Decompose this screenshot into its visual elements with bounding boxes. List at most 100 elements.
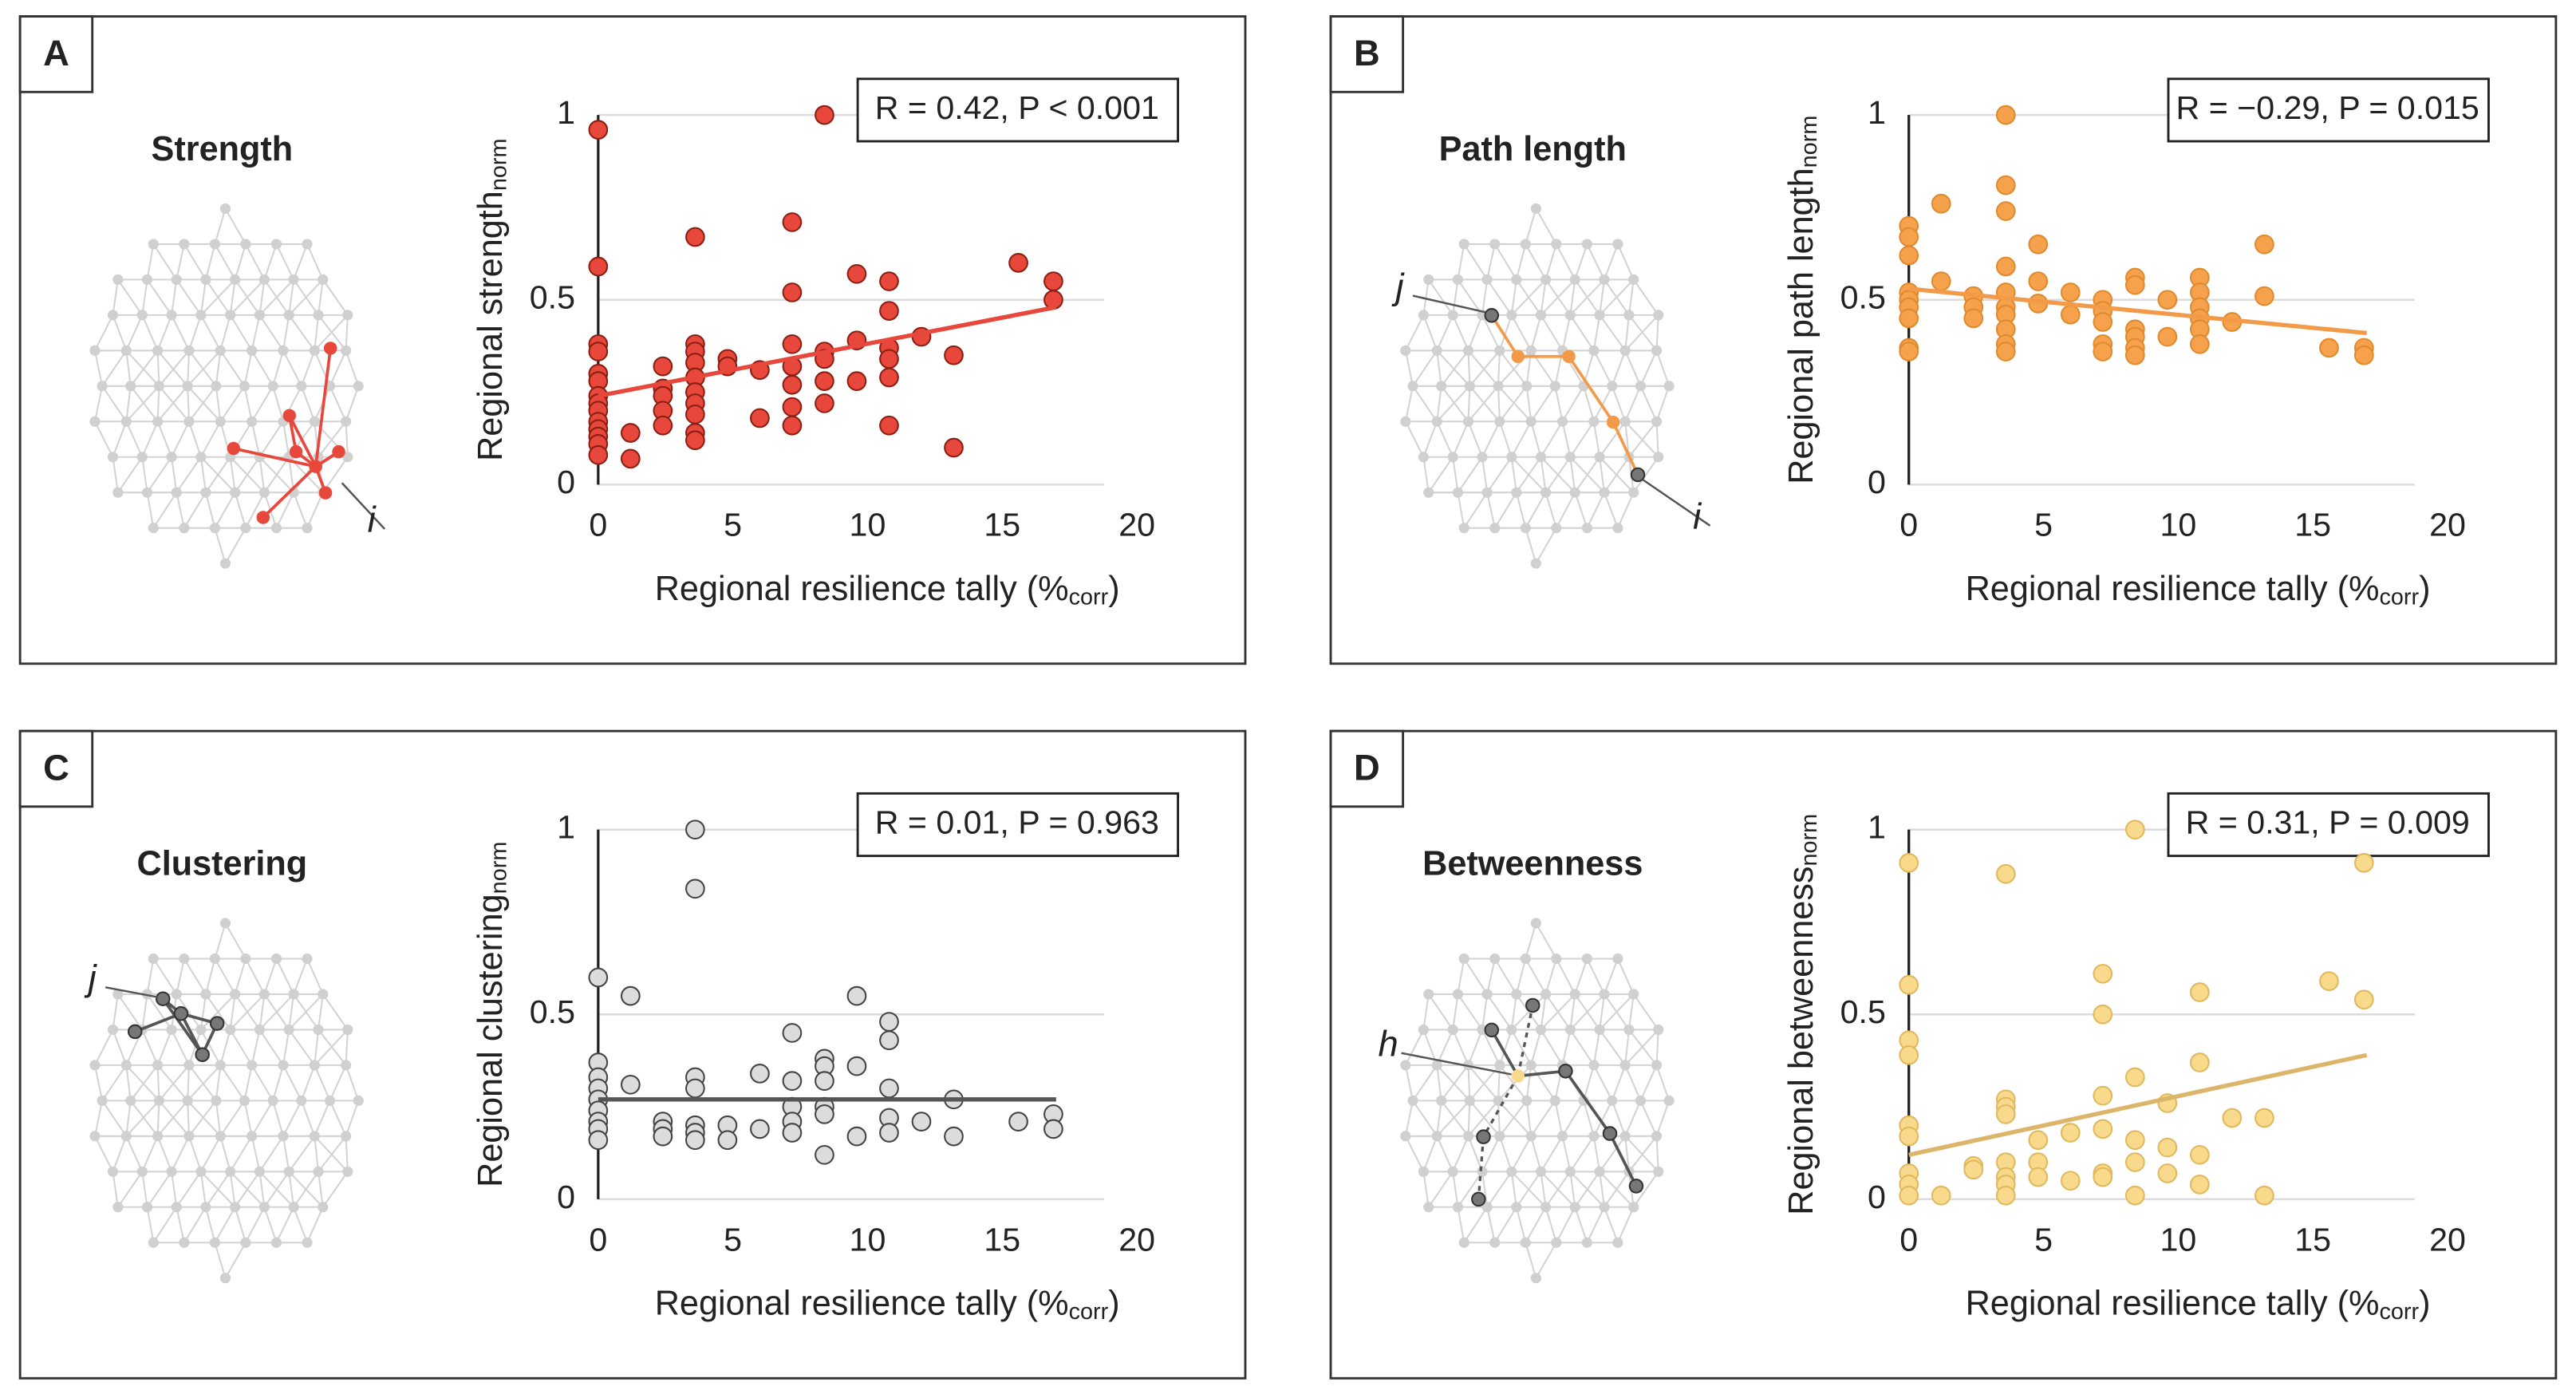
- network-edge: [1554, 1100, 1564, 1137]
- data-point: [879, 271, 899, 291]
- network-edge: [215, 1064, 222, 1101]
- network-node: [1530, 918, 1541, 929]
- network-edge: [234, 492, 247, 528]
- network-node: [1569, 1202, 1580, 1213]
- network-edge: [1583, 1100, 1595, 1137]
- network-edge: [1574, 958, 1588, 995]
- network-node: [1535, 310, 1547, 321]
- network-edge: [1436, 1064, 1442, 1101]
- network-node: [1581, 953, 1592, 965]
- network-edge: [234, 456, 261, 493]
- network-edge: [1436, 314, 1454, 351]
- network-node: [1431, 1131, 1442, 1142]
- network-edge: [171, 1171, 178, 1207]
- network-node: [1594, 1166, 1605, 1177]
- network-node: [1588, 1131, 1600, 1142]
- x-axis-label: Regional resilience tally (%corr): [655, 1285, 1120, 1324]
- network-edge: [93, 350, 104, 387]
- x-axis-label: Regional resilience tally (%corr): [1966, 1285, 2431, 1324]
- data-point: [685, 430, 705, 451]
- network-edge: [314, 1135, 320, 1172]
- network-edge: [263, 1171, 290, 1208]
- network-node: [1511, 989, 1522, 1000]
- network-node: [179, 1237, 190, 1248]
- network-edge: [214, 527, 227, 564]
- network-edge: [243, 350, 253, 387]
- network-node: [166, 310, 177, 321]
- network-edge: [1510, 279, 1517, 316]
- network-edge: [345, 1135, 349, 1172]
- data-point: [782, 334, 803, 354]
- network-node: [200, 274, 211, 285]
- network-node: [209, 1237, 220, 1248]
- x-label-part: ): [1108, 1285, 1119, 1323]
- network-node: [1447, 310, 1458, 321]
- network-title: Path length: [1439, 130, 1627, 168]
- network-node: [1619, 416, 1631, 427]
- network-edge: [1499, 1064, 1528, 1101]
- data-point: [2093, 1167, 2113, 1187]
- network-edge: [293, 958, 308, 995]
- network-node: [1653, 452, 1664, 463]
- network-edge: [229, 993, 266, 1031]
- data-point: [2190, 1144, 2210, 1165]
- network-edge: [219, 350, 246, 387]
- network-node: [258, 487, 270, 498]
- network-edge: [219, 385, 246, 422]
- network-edge: [250, 1100, 274, 1137]
- network-node: [309, 1060, 320, 1071]
- network-node: [1623, 1024, 1635, 1036]
- network-edge: [146, 278, 172, 316]
- network-edge: [171, 1135, 190, 1172]
- network-edge: [1569, 279, 1576, 316]
- y-tick-label: 1: [557, 94, 575, 131]
- network-node: [141, 487, 153, 498]
- data-point: [2060, 282, 2081, 302]
- network-title: Betweenness: [1422, 844, 1643, 883]
- network-edge: [1599, 314, 1627, 351]
- network-edge: [156, 314, 173, 351]
- network-edge: [288, 314, 316, 351]
- data-point: [2222, 1108, 2243, 1128]
- panel-letter-box: [1329, 729, 1405, 808]
- network-edge: [345, 350, 360, 387]
- network-edge: [1436, 1100, 1442, 1136]
- network-node: [342, 1024, 353, 1036]
- data-point: [2028, 1167, 2049, 1187]
- network-node: [1431, 1060, 1442, 1071]
- network-edge: [1452, 314, 1469, 351]
- network-edge: [1624, 314, 1630, 351]
- network-edge: [272, 1064, 284, 1101]
- network-edge: [141, 279, 148, 316]
- network-edge: [1561, 1029, 1572, 1066]
- network-edge: [125, 314, 144, 351]
- label-leader: [1401, 1052, 1512, 1076]
- network-edge: [199, 1171, 207, 1207]
- network-edge: [306, 243, 324, 280]
- x-label-part: Regional resilience tally (%: [655, 571, 1069, 609]
- network-edge: [199, 279, 207, 316]
- network-edge: [101, 1064, 128, 1101]
- highlight-node: [1484, 308, 1500, 323]
- network-edge: [171, 456, 178, 493]
- network-edge: [215, 385, 222, 422]
- network-edge: [219, 1029, 231, 1066]
- data-point: [782, 1071, 803, 1092]
- network-node: [209, 239, 220, 250]
- network-edge: [288, 1135, 316, 1172]
- network-edge: [288, 456, 295, 493]
- network-edge: [1639, 385, 1658, 422]
- network-node: [1525, 345, 1537, 356]
- highlight-edge: [161, 997, 204, 1056]
- network-edge: [1457, 492, 1466, 528]
- network-node: [89, 345, 101, 356]
- network-edge: [1436, 350, 1471, 387]
- network-edge: [156, 350, 188, 387]
- y-tick-label: 0: [557, 464, 575, 500]
- network-node: [1635, 1095, 1647, 1106]
- highlight-edge: [1517, 1005, 1534, 1076]
- network-node: [1540, 274, 1552, 285]
- network-edge: [1583, 385, 1595, 422]
- data-point: [620, 1074, 641, 1095]
- network-edge: [93, 1064, 104, 1101]
